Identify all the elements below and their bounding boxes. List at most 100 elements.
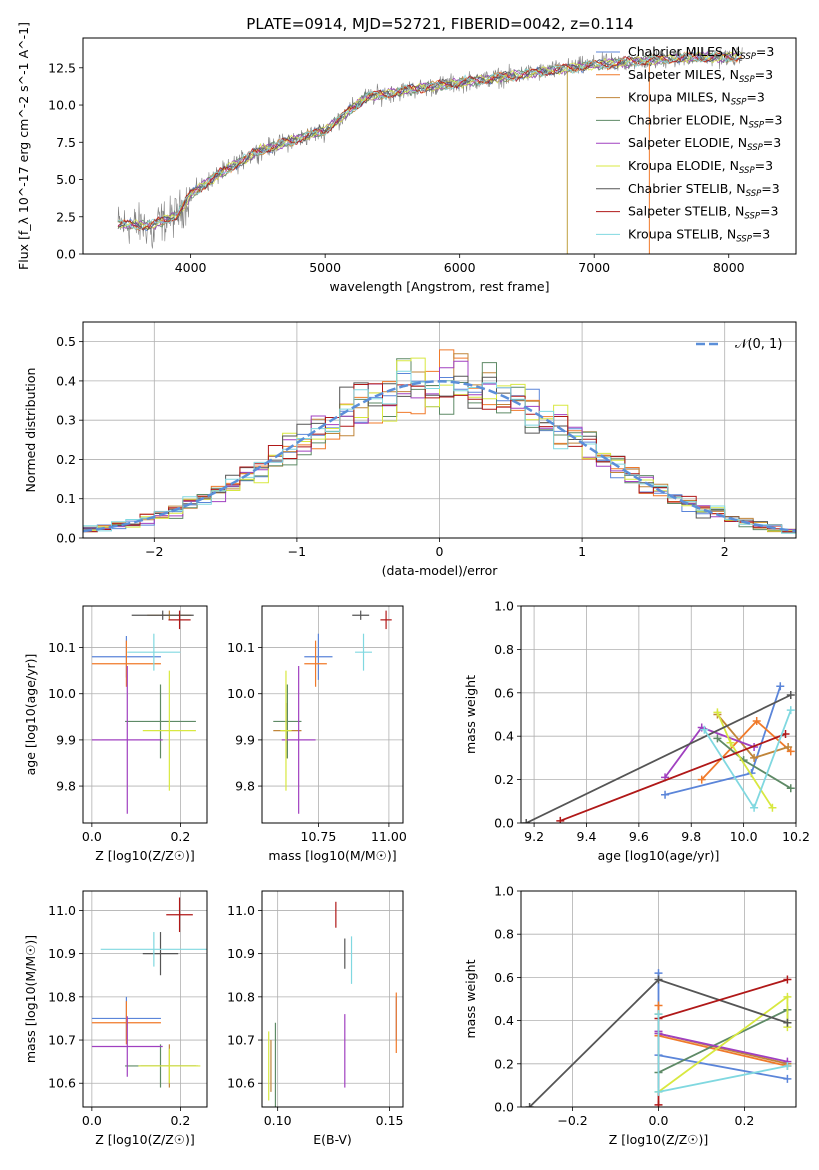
mass-weight-vs-age-data — [522, 682, 795, 823]
weight-marker — [713, 708, 722, 717]
y-tick-label: 0.5 — [56, 334, 76, 349]
y-tick-label: 0.4 — [56, 373, 76, 388]
axes-frame — [520, 890, 797, 1108]
legend-label: Salpeter MILES, NSSP=3 — [628, 67, 773, 85]
y-tick-label: 7.5 — [56, 135, 76, 150]
weight-marker — [654, 1100, 663, 1107]
model-spectrum-line-6 — [117, 52, 743, 231]
weight-marker — [713, 734, 722, 743]
y-tick-label: 0.0 — [494, 816, 514, 831]
y-tick-label: 10.6 — [227, 1076, 255, 1091]
x-tick-label: 10.0 — [730, 829, 758, 844]
legend-label: Salpeter STELIB, NSSP=3 — [628, 204, 778, 222]
legend-label: Chabrier STELIB, NSSP=3 — [628, 181, 780, 199]
model-spectrum-line-4 — [117, 50, 743, 230]
y-tick-label: 10.7 — [48, 1033, 76, 1048]
weight-line-8 — [657, 1014, 788, 1093]
weight-line-4 — [657, 1031, 788, 1063]
y-tick-label: 9.8 — [56, 779, 76, 794]
weight-marker — [726, 738, 735, 747]
y-tick-label: 1.0 — [494, 884, 514, 899]
model-spectrum-line-8 — [117, 51, 743, 231]
y-axis-label: mass weight — [463, 959, 478, 1038]
x-tick-label: −0.2 — [557, 1113, 587, 1128]
mass-weight-vs-age-panel: 9.2 9.4 9.6 9.8 10.0 10.2 0.0 0.2 0.4 0.6 0.8 1.0 ag… — [463, 599, 810, 864]
x-tick-label: 10.75 — [301, 829, 337, 844]
x-tick-label: −2 — [145, 544, 163, 559]
legend-label: 𝒩(0, 1) — [735, 337, 782, 352]
y-tick-label: 2.5 — [56, 209, 76, 224]
y-tick-label: 9.8 — [235, 779, 255, 794]
x-axis-label: Z [log10(Z/Z☉)] — [95, 848, 195, 863]
x-tick-label: 0.15 — [376, 1113, 404, 1128]
x-axis-label: wavelength [Angstrom, rest frame] — [329, 279, 549, 294]
x-axis-label: E(B-V) — [313, 1132, 352, 1147]
weight-line-0 — [664, 686, 782, 796]
y-tick-label: 10.8 — [48, 989, 76, 1004]
y-tick-label: 0.0 — [494, 1100, 514, 1115]
weight-marker — [784, 743, 793, 752]
legend-label: Salpeter ELODIE, NSSP=3 — [628, 135, 781, 153]
weight-marker — [654, 1001, 663, 1010]
y-tick-label: 0.2 — [56, 452, 76, 467]
y-tick-label: 0.3 — [56, 413, 76, 428]
x-tick-label: 1 — [578, 544, 586, 559]
x-tick-label: 8000 — [713, 260, 745, 275]
x-tick-label: 0.2 — [734, 1113, 754, 1128]
weight-line-5 — [657, 995, 789, 1093]
weight-marker — [752, 717, 761, 726]
x-axis-label: Z [log10(Z/Z☉)] — [95, 1132, 195, 1147]
x-tick-label: 0.0 — [82, 829, 102, 844]
x-tick-label: −1 — [288, 544, 306, 559]
x-tick-label: 0.10 — [264, 1113, 292, 1128]
y-axis-label: mass weight — [463, 675, 478, 754]
x-tick-label: 9.8 — [681, 829, 701, 844]
weight-marker — [654, 1087, 663, 1096]
age-vs-mass-panel: 10.75 11.00 9.8 9.9 10.0 10.1 mass [log10(M/M☉… — [227, 605, 407, 863]
weight-marker — [522, 819, 531, 823]
weight-marker — [654, 975, 663, 984]
weight-marker — [776, 682, 785, 691]
x-axis-label: Z [log10(Z/Z☉)] — [609, 1132, 709, 1147]
x-tick-label: 7000 — [578, 260, 610, 275]
x-axis-label: age [log10(age/yr)] — [598, 848, 720, 863]
y-tick-label: 0.0 — [56, 247, 76, 262]
weight-marker — [783, 1061, 792, 1070]
mass-vs-extinction-panel: 0.10 0.15 10.6 10.7 10.8 10.9 11.0 E(B-V) — [227, 890, 404, 1147]
model-spectrum-line-7 — [117, 52, 743, 232]
y-tick-label: 0.0 — [56, 531, 76, 546]
y-tick-label: 10.6 — [48, 1076, 76, 1091]
y-tick-label: 10.9 — [48, 946, 76, 961]
y-tick-label: 9.9 — [235, 732, 255, 747]
y-tick-label: 0.8 — [494, 927, 514, 942]
mass-vs-metallicity-data — [91, 897, 207, 1088]
y-tick-label: 0.4 — [494, 1013, 514, 1028]
x-tick-label: 11.00 — [371, 829, 407, 844]
y-tick-label: 5.0 — [56, 172, 76, 187]
y-tick-label: 0.4 — [494, 729, 514, 744]
weight-marker — [525, 1103, 534, 1107]
y-tick-label: 10.9 — [227, 946, 255, 961]
weight-marker — [768, 803, 777, 812]
axes-frame — [261, 605, 404, 824]
x-tick-label: 9.4 — [577, 829, 597, 844]
weight-marker — [786, 706, 795, 715]
histogram-data — [83, 349, 796, 534]
x-tick-label: 4000 — [175, 260, 207, 275]
x-tick-label: 10.2 — [782, 829, 810, 844]
y-tick-label: 11.0 — [227, 903, 255, 918]
x-tick-label: 2 — [721, 544, 729, 559]
x-tick-label: 9.2 — [524, 829, 544, 844]
spectrum-panel: 4000 5000 6000 7000 8000 0.0 2.5 5.0 7.5 10.0 12.5… — [16, 22, 797, 294]
weight-marker — [786, 747, 795, 756]
legend-label: Chabrier MILES, NSSP=3 — [628, 44, 774, 62]
axes-frame — [82, 890, 208, 1108]
y-axis-label: Flux [f_λ 10^-17 erg cm^-2 s^-1 A^-1] — [16, 22, 31, 270]
x-tick-label: 0.0 — [82, 1113, 102, 1128]
weight-line-7 — [559, 733, 786, 822]
figure-title: PLATE=0914, MJD=52721, FIBERID=0042, z=0… — [246, 15, 633, 33]
axes-frame — [82, 37, 797, 255]
y-tick-label: 11.0 — [48, 903, 76, 918]
weight-marker — [654, 1010, 663, 1019]
